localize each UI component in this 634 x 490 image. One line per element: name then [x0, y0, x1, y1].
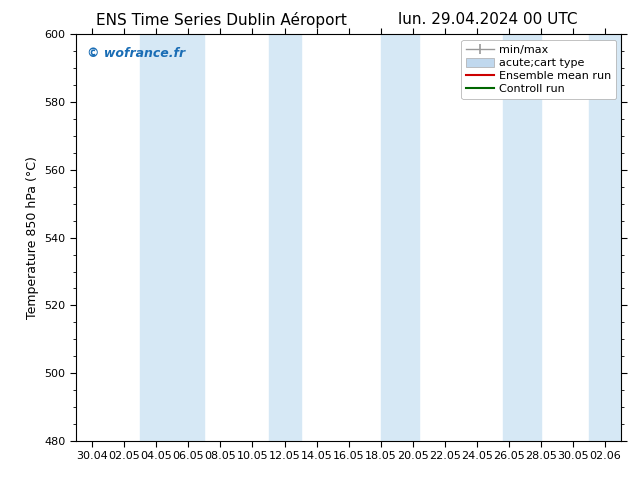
Bar	[269, 34, 301, 441]
Text: ENS Time Series Dublin Aéroport: ENS Time Series Dublin Aéroport	[96, 12, 347, 28]
Legend: min/max, acute;cart type, Ensemble mean run, Controll run: min/max, acute;cart type, Ensemble mean …	[462, 40, 616, 99]
Bar	[381, 34, 419, 441]
Y-axis label: Temperature 850 hPa (°C): Temperature 850 hPa (°C)	[26, 156, 39, 319]
Text: © wofrance.fr: © wofrance.fr	[87, 47, 185, 59]
Bar	[503, 34, 541, 441]
Bar	[589, 34, 624, 441]
Text: lun. 29.04.2024 00 UTC: lun. 29.04.2024 00 UTC	[398, 12, 578, 27]
Bar	[140, 34, 204, 441]
